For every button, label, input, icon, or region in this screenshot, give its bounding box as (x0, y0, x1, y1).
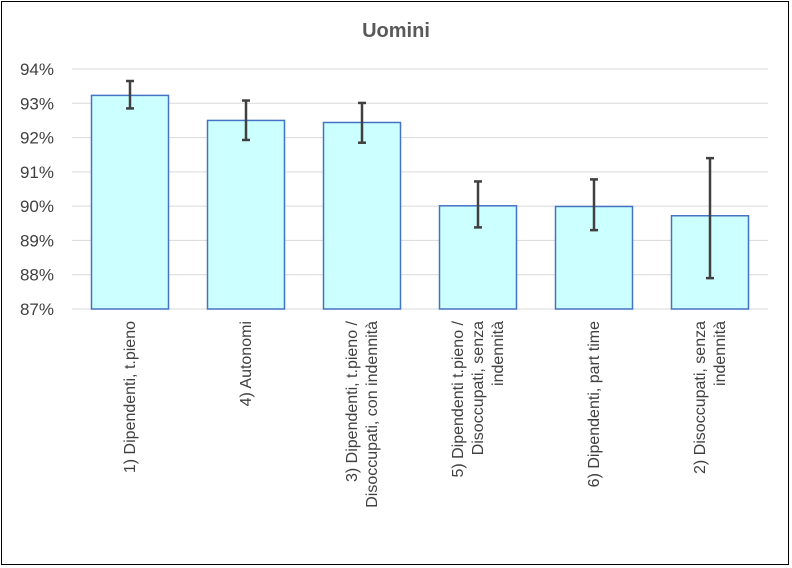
y-tick-label: 88% (20, 266, 54, 285)
x-tick-label: 2) Disoccupati, senza indennità (692, 321, 729, 474)
x-tick-label: 3) Dipendenti, t.pieno / Disoccupati, con… (344, 320, 381, 507)
error-bar (706, 156, 714, 280)
x-tick-label-line: 5) Dipendenti t.pieno / (450, 320, 467, 477)
y-tick-label: 92% (20, 129, 54, 148)
bar (206, 119, 286, 310)
x-tick-label-line: 2) Disoccupati, senza (692, 321, 709, 474)
error-bar (126, 79, 134, 110)
error-bar (590, 178, 598, 232)
bar (322, 121, 402, 310)
x-tick-label-line: Disoccupati, senza (470, 321, 487, 455)
y-tick-label: 93% (20, 94, 54, 113)
x-tick-label-line: indennità (712, 321, 729, 386)
error-bar (358, 101, 366, 144)
y-tick-label: 87% (20, 300, 54, 319)
x-tick-label-line: 3) Dipendenti, t.pieno / (344, 320, 361, 482)
x-tick-label-line: Disoccupati, con indennità (364, 321, 381, 508)
y-tick-label: 94% (20, 60, 54, 79)
x-tick-label: 5) Dipendenti t.pieno / Disoccupati, senz… (450, 320, 507, 477)
x-tick-label: 4) Autonomi (238, 321, 255, 406)
x-tick-label-line: 4) Autonomi (238, 321, 255, 406)
error-bar (242, 99, 250, 142)
y-tick-label: 89% (20, 231, 54, 250)
x-tick-label: 1) Dipendenti, t.pieno (122, 321, 139, 473)
y-tick-label: 90% (20, 197, 54, 216)
x-tick-label-line: indennità (490, 321, 507, 386)
error-bar (474, 180, 482, 229)
y-tick-label: 91% (20, 163, 54, 182)
bar (90, 94, 170, 310)
x-tick-label-line: 1) Dipendenti, t.pieno (122, 321, 139, 473)
chart-title: Uomini (362, 20, 430, 42)
x-tick-label: 6) Dipendenti, part time (586, 321, 603, 487)
x-tick-label-line: 6) Dipendenti, part time (586, 321, 603, 487)
